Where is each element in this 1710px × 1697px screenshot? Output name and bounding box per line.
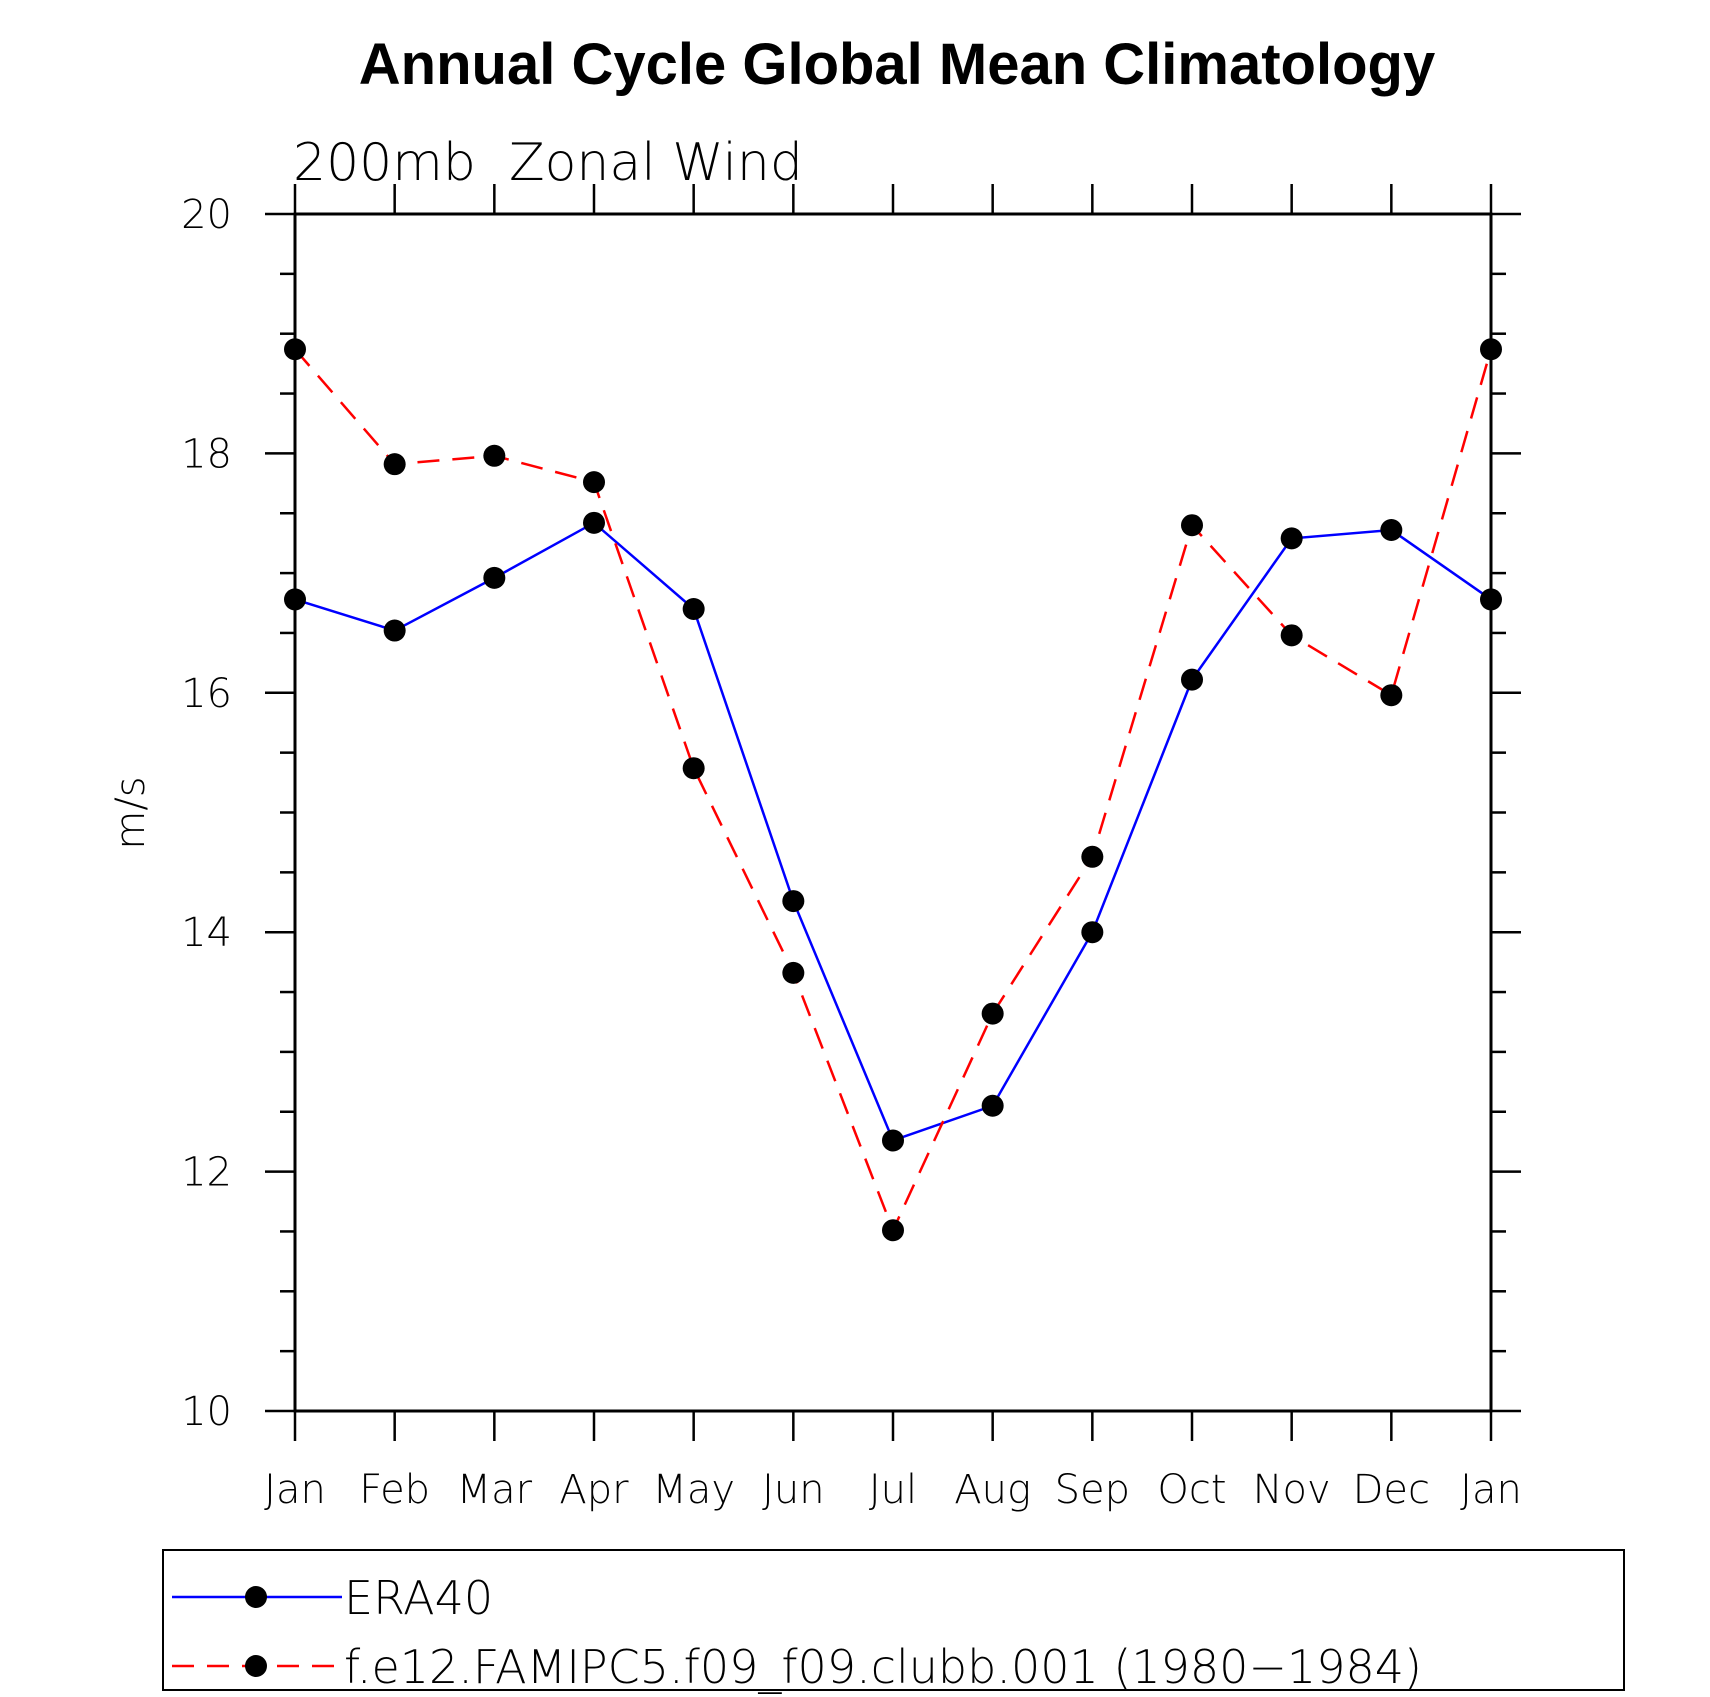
y-tick-label: 10 <box>181 1389 232 1435</box>
y-axis-label: m/s <box>108 776 154 849</box>
legend-marker-0 <box>245 1586 267 1608</box>
legend-entries: ERA40 f.e12.FAMIPC5.f09_f09.clubb.001 (19… <box>172 1571 1422 1694</box>
data-point-series-1 <box>981 1002 1004 1025</box>
series-line-0 <box>294 521 1492 1143</box>
data-point-series-1 <box>1280 624 1303 647</box>
chart-title: Annual Cycle Global Mean Climatology <box>359 32 1435 97</box>
legend: ERA40 f.e12.FAMIPC5.f09_f09.clubb.001 (19… <box>162 1549 1625 1694</box>
legend-label-0: ERA40 <box>344 1571 493 1625</box>
data-point-series-0 <box>782 890 805 913</box>
data-point-series-0 <box>981 1094 1004 1117</box>
data-point-series-1 <box>882 1219 904 1242</box>
x-axis: Jan Feb Mar Apr May Jun Jul Aug Sep Oct Nov Dec Jan <box>264 184 1522 1513</box>
series-line-1 <box>294 348 1493 1234</box>
x-tick-label: Jun <box>762 1467 825 1513</box>
data-point-series-0 <box>1380 519 1403 542</box>
legend-box <box>162 1549 1625 1691</box>
data-point-series-1 <box>284 338 306 361</box>
data-point-series-0 <box>682 598 705 621</box>
legend-label-1: f.e12.FAMIPC5.f09_f09.clubb.001 (1980−19… <box>344 1640 1422 1694</box>
data-point-series-0 <box>284 588 306 611</box>
data-point-series-1 <box>583 471 605 494</box>
x-tick-label: Jan <box>264 1467 326 1513</box>
y-tick-label: 16 <box>181 671 232 717</box>
data-point-series-0 <box>1181 668 1203 691</box>
x-tick-label: Sep <box>1055 1467 1130 1513</box>
data-point-series-0 <box>1280 527 1303 550</box>
data-point-series-0 <box>882 1129 904 1152</box>
data-point-series-1 <box>383 453 406 476</box>
data-point-series-0 <box>483 566 506 589</box>
data-point-series-1 <box>682 757 705 780</box>
y-tick-label: 14 <box>181 910 232 956</box>
data-point-series-1 <box>1181 514 1203 537</box>
y-tick-label: 18 <box>181 431 232 477</box>
series-layer <box>284 338 1502 1242</box>
x-tick-label: Nov <box>1253 1467 1331 1513</box>
data-point-series-1 <box>1480 338 1502 361</box>
x-tick-label: Jan <box>1460 1467 1522 1513</box>
data-point-series-0 <box>1081 921 1104 944</box>
data-point-series-0 <box>383 619 406 642</box>
data-point-series-1 <box>1380 684 1403 707</box>
y-tick-label: 20 <box>181 192 232 238</box>
x-tick-label: Jul <box>869 1467 917 1513</box>
data-point-series-1 <box>483 444 506 467</box>
data-point-series-0 <box>1480 588 1502 611</box>
data-point-series-1 <box>1081 845 1104 868</box>
data-point-series-0 <box>583 511 605 534</box>
x-tick-label: Feb <box>359 1467 430 1513</box>
y-axis: 10 12 14 16 18 20 <box>181 192 1521 1435</box>
x-tick-label: May <box>652 1467 735 1513</box>
data-point-series-1 <box>782 961 805 984</box>
x-tick-label: Oct <box>1157 1467 1226 1513</box>
chart-subtitle: 200mb Zonal Wind <box>293 133 803 193</box>
y-tick-label: 12 <box>181 1150 232 1196</box>
x-tick-label: Apr <box>559 1467 629 1513</box>
x-tick-label: Aug <box>954 1467 1031 1513</box>
legend-marker-1 <box>245 1655 267 1677</box>
x-tick-label: Mar <box>457 1467 533 1513</box>
x-tick-label: Dec <box>1353 1467 1430 1513</box>
